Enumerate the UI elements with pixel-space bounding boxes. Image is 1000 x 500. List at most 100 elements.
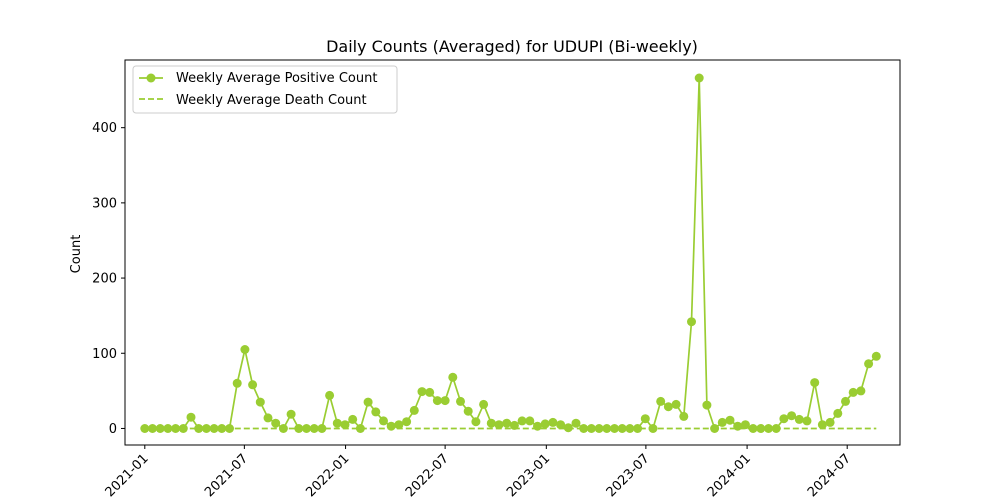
series-positive-point bbox=[710, 424, 720, 433]
series-positive-point bbox=[841, 396, 850, 406]
series-positive-point bbox=[425, 387, 435, 397]
series-positive-point bbox=[294, 424, 304, 433]
series-positive-point bbox=[417, 387, 427, 397]
legend: Weekly Average Positive Count Weekly Ave… bbox=[132, 65, 398, 114]
series-positive-point bbox=[563, 423, 573, 433]
series-positive-point bbox=[540, 419, 550, 429]
series-positive-point bbox=[332, 418, 342, 428]
y-axis-label: Count bbox=[69, 235, 84, 274]
series-positive-point bbox=[548, 417, 558, 427]
series-positive-point bbox=[525, 416, 535, 426]
series-positive-point bbox=[255, 397, 265, 407]
series-positive-point bbox=[386, 421, 396, 431]
series-positive-point bbox=[340, 420, 350, 430]
legend-positive-label: Weekly Average Positive Count bbox=[176, 71, 377, 86]
series-positive-point bbox=[725, 415, 735, 425]
series-positive-point bbox=[409, 405, 419, 415]
axes-frame bbox=[124, 59, 901, 446]
series-positive-point bbox=[502, 418, 512, 428]
legend-positive-marker-swatch bbox=[146, 73, 156, 83]
series-positive-point bbox=[263, 413, 273, 423]
series-positive-point bbox=[733, 421, 743, 431]
series-positive-point bbox=[625, 424, 635, 433]
series-positive-point bbox=[479, 399, 489, 409]
series-positive-point bbox=[856, 386, 866, 396]
series-positive-point bbox=[817, 420, 827, 430]
chart-title: Daily Counts (Averaged) for UDUPI (Bi-we… bbox=[326, 37, 698, 56]
series-positive-point bbox=[448, 372, 458, 382]
series-positive-point bbox=[848, 387, 858, 397]
series-positive-point bbox=[771, 424, 781, 433]
series-positive-point bbox=[379, 416, 388, 426]
series-positive-point bbox=[633, 424, 643, 433]
series-positive-point bbox=[579, 424, 589, 433]
series-positive-point bbox=[325, 390, 335, 400]
y-tick-label: 300 bbox=[92, 196, 117, 211]
series-positive-point bbox=[248, 380, 258, 390]
series-positive-point bbox=[610, 424, 619, 433]
y-tick-label: 0 bbox=[109, 422, 117, 437]
series-positive-point bbox=[432, 396, 442, 406]
series-positive-point bbox=[286, 409, 296, 419]
series-positive-point bbox=[348, 414, 358, 424]
series-positive-point bbox=[864, 359, 874, 369]
series-positive-point bbox=[787, 411, 797, 421]
series-positive-point bbox=[463, 406, 473, 416]
series-positive-point bbox=[140, 424, 150, 433]
series-positive-point bbox=[371, 407, 381, 417]
series-positive-point bbox=[201, 424, 211, 433]
series-positive-point bbox=[355, 424, 365, 433]
series-positive-point bbox=[825, 417, 835, 427]
series-positive-point bbox=[440, 396, 450, 406]
series-positive-point bbox=[471, 417, 481, 427]
series-positive-point bbox=[871, 351, 881, 361]
series-positive-point bbox=[640, 414, 650, 424]
series-positive-point bbox=[271, 418, 281, 428]
legend-box bbox=[132, 65, 398, 114]
series-positive-point bbox=[402, 417, 412, 427]
y-tick-label: 200 bbox=[92, 272, 117, 287]
series-positive-point bbox=[240, 345, 250, 354]
series-positive-point bbox=[486, 418, 496, 428]
series-positive-point bbox=[533, 421, 542, 431]
series-positive-point bbox=[740, 420, 750, 430]
series-positive-point bbox=[794, 414, 804, 424]
plot-area bbox=[140, 73, 881, 433]
series-positive-point bbox=[748, 424, 758, 433]
series-positive-point bbox=[217, 424, 227, 433]
series-positive-point bbox=[309, 424, 319, 433]
series-positive-point bbox=[810, 378, 820, 388]
series-positive-point bbox=[363, 397, 373, 407]
series-positive-point bbox=[602, 424, 612, 433]
series-positive-point bbox=[779, 414, 789, 424]
series-positive-point bbox=[232, 378, 242, 388]
series-positive-point bbox=[225, 424, 234, 433]
series-positive-point bbox=[556, 420, 566, 430]
series-positive-point bbox=[456, 396, 465, 406]
series-positive-point bbox=[494, 420, 504, 430]
y-tick-label: 400 bbox=[92, 121, 117, 136]
series-positive-point bbox=[663, 402, 673, 412]
series-positive-point bbox=[594, 424, 604, 433]
series-positive-point bbox=[571, 418, 581, 428]
series-positive-point bbox=[394, 420, 404, 430]
series-positive-point bbox=[194, 424, 204, 433]
series-positive-point bbox=[679, 411, 689, 421]
series-positive-point bbox=[648, 424, 658, 433]
series-positive-point bbox=[155, 424, 165, 433]
series-positive-point bbox=[717, 417, 727, 427]
series-positive-point bbox=[148, 424, 157, 433]
series-positive-point bbox=[278, 424, 288, 433]
series-positive-point bbox=[586, 424, 596, 433]
series-positive-point bbox=[702, 400, 712, 410]
series-positive-point bbox=[802, 416, 812, 426]
series-positive-point bbox=[317, 424, 327, 433]
series-positive-point bbox=[617, 424, 627, 433]
series-positive-point bbox=[517, 416, 527, 426]
y-tick-label: 100 bbox=[92, 347, 117, 362]
series-positive-point bbox=[656, 396, 666, 406]
series-positive-point bbox=[687, 317, 696, 327]
series-positive-point bbox=[209, 424, 219, 433]
series-positive-point bbox=[178, 424, 188, 433]
